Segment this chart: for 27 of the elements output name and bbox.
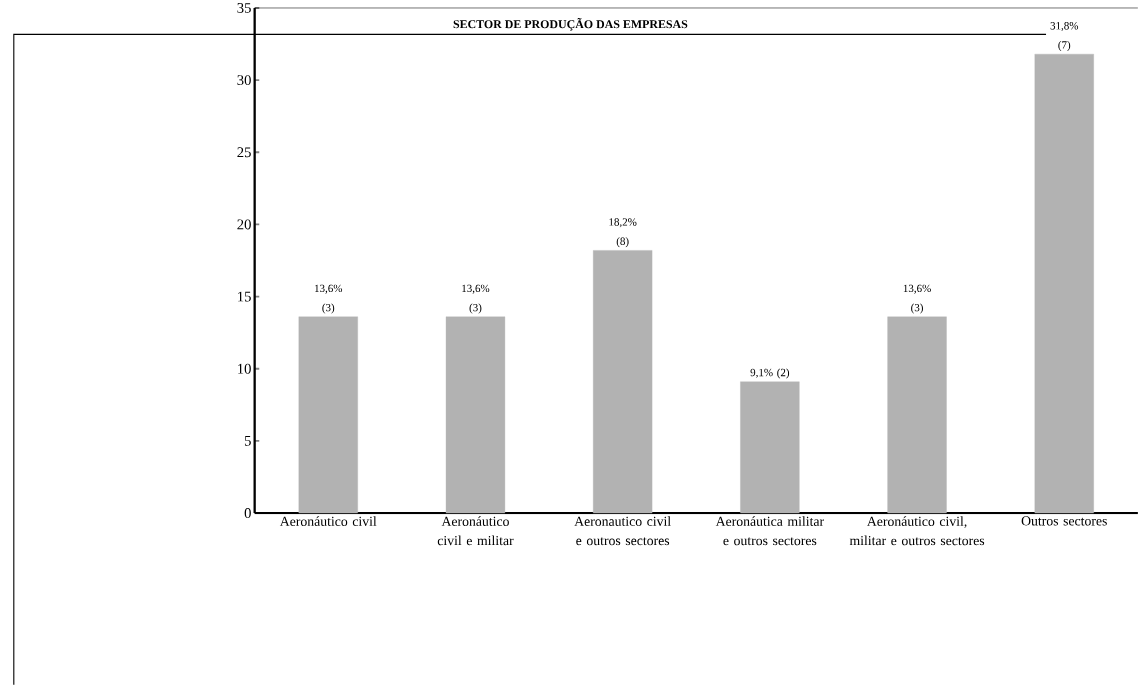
y-tick-label: 10: [238, 363, 251, 374]
bar: [593, 250, 653, 514]
x-tick-label: Aeronáutico civil e militar: [437, 516, 514, 546]
bar: [1034, 53, 1094, 514]
y-tick-label: 15: [238, 291, 251, 302]
x-tick-label: Aeronáutica militar e outros sectores: [715, 516, 824, 546]
data-label: 13,6% (3): [315, 284, 343, 314]
bar: [298, 316, 358, 514]
x-tick-label: Aeronáutico civil: [279, 516, 377, 526]
bar: [740, 381, 800, 514]
y-tick-label: 5: [244, 435, 251, 446]
data-label: 18,2% (8): [609, 218, 637, 248]
y-tick-label: 0: [244, 507, 251, 518]
text: SECTOR DE PRODUÇÃO DAS EMPRESAS: [453, 17, 688, 31]
x-tick-label: Aeronautico civil e outros sectores: [574, 516, 671, 546]
data-label: 9,1% (2): [750, 368, 790, 379]
data-label: 13,6% (3): [903, 284, 931, 314]
bar: [445, 316, 506, 514]
bar: [887, 316, 947, 514]
y-tick-label: 20: [237, 219, 251, 230]
data-label: 13,6% (3): [462, 284, 490, 314]
y-tick-label: 25: [237, 147, 251, 158]
y-tick-label: 35: [237, 2, 251, 13]
y-tick-label: 30: [237, 75, 251, 85]
x-tick-label: Aeronáutico civil, militar e outros sectores: [849, 516, 985, 546]
x-tick-label: Outros sectores: [1021, 516, 1107, 526]
data-label: 31,8% (7): [1050, 21, 1079, 51]
